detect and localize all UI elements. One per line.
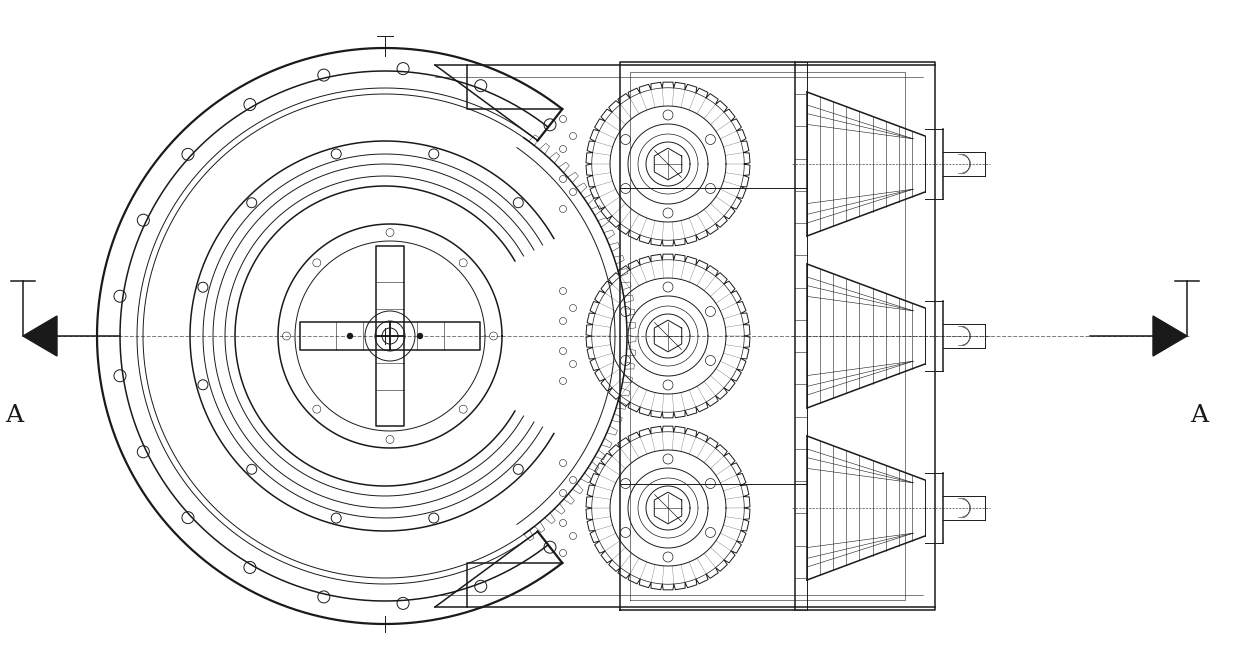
Circle shape [347,333,352,339]
Circle shape [418,333,423,339]
Polygon shape [1153,316,1187,356]
Text: A: A [1190,405,1208,427]
Polygon shape [24,316,57,356]
Text: A: A [5,405,24,427]
